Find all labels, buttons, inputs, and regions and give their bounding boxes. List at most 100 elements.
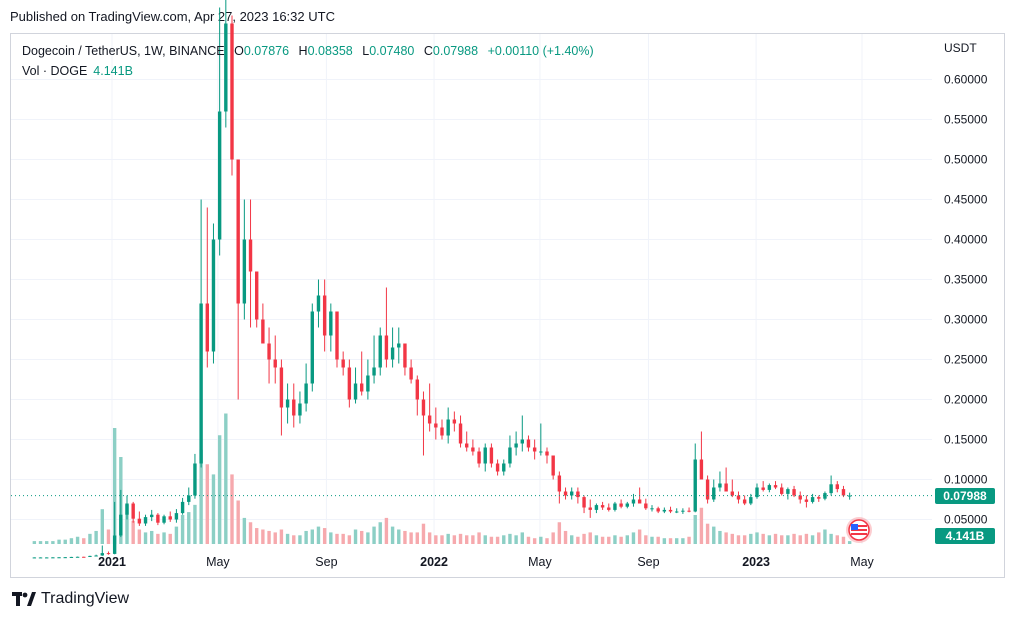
candle-body — [761, 487, 765, 490]
volume-bar — [353, 529, 358, 544]
candle-body — [316, 295, 321, 312]
candles — [32, 0, 852, 559]
x-tick-label: 2021 — [98, 555, 126, 569]
candle-body — [335, 311, 339, 360]
legend-symbol: Dogecoin / TetherUS, 1W, BINANCE — [22, 44, 225, 58]
grid-lines — [11, 34, 932, 544]
volume-bar — [625, 535, 629, 544]
candle-body — [329, 311, 333, 336]
volume-bar — [829, 533, 833, 544]
candle-body — [255, 271, 259, 320]
volume-bar — [310, 529, 314, 544]
us-flag-event-icon[interactable] — [845, 516, 873, 544]
candle-body — [483, 447, 487, 464]
candle-body — [600, 505, 605, 508]
candle-body — [69, 556, 74, 558]
candle-body — [378, 335, 382, 368]
candle-body — [205, 303, 209, 352]
volume-bar — [137, 529, 142, 544]
candle-body — [409, 367, 413, 380]
candle-body — [810, 497, 815, 502]
volume-bar — [798, 535, 802, 544]
volume-bar — [255, 528, 259, 544]
x-tick-label: May — [206, 555, 230, 569]
candle-body — [668, 509, 673, 512]
volume-bar — [125, 504, 129, 544]
volume-bar — [322, 528, 327, 544]
candle-body — [150, 514, 154, 518]
volume-bar — [520, 532, 524, 544]
candle-body — [755, 487, 759, 498]
volume-bar — [143, 532, 148, 544]
volume-bar — [69, 538, 74, 544]
volume-bar — [749, 533, 753, 544]
candle-body — [51, 557, 55, 559]
volume-bar — [82, 538, 86, 544]
candle-body — [452, 419, 457, 424]
volume-bar — [273, 532, 277, 544]
legend-open-value: 0.07876 — [243, 44, 290, 58]
volume-bar — [224, 413, 228, 544]
candle-body — [551, 455, 555, 476]
candle-body — [631, 499, 636, 504]
volume-bar — [502, 535, 506, 544]
y-tick-label: 0.60000 — [944, 73, 988, 87]
volume-bar — [773, 533, 778, 544]
volume-bar — [841, 536, 846, 544]
y-tick-label: 0.55000 — [944, 113, 988, 127]
volume-bar — [360, 530, 364, 544]
candle-body — [180, 501, 185, 514]
candle-body — [168, 516, 172, 520]
volume-bar — [780, 535, 784, 544]
candle-body — [131, 503, 135, 519]
candle-body — [841, 489, 846, 496]
volume-bar — [588, 532, 592, 544]
volume-bar — [792, 533, 796, 544]
volume-bar — [508, 533, 512, 544]
y-tick-label: 0.40000 — [944, 233, 988, 247]
candle-body — [119, 514, 123, 536]
volume-bar — [465, 535, 469, 544]
volume-bar — [495, 536, 500, 544]
candle-body — [465, 443, 469, 448]
candle-body — [211, 239, 216, 352]
volume-bar — [217, 435, 222, 544]
candle-body — [322, 295, 327, 336]
candle-body — [446, 419, 450, 436]
volume-bar — [174, 526, 179, 544]
candle-body — [310, 311, 314, 384]
candle-body — [539, 451, 543, 453]
candle-body — [397, 343, 401, 348]
volume-bar — [631, 532, 636, 544]
tradingview-brand[interactable]: TradingView — [12, 590, 129, 608]
volume-bar — [514, 535, 518, 544]
candle-body — [32, 557, 37, 559]
candle-body — [749, 497, 753, 504]
time-axis: 2021 May Sep 2022 May Sep 2023 May — [98, 555, 874, 569]
x-tick-label: 2022 — [420, 555, 448, 569]
volume-bar — [279, 529, 284, 544]
volume-bar — [329, 532, 333, 544]
volume-bar — [248, 522, 253, 544]
volume-bar — [205, 464, 209, 544]
volume-bar — [45, 541, 49, 544]
candle-body — [495, 463, 500, 472]
last-price-badge: 0.07988 — [935, 487, 995, 504]
volume-bar — [761, 533, 765, 544]
volume-bar — [699, 507, 704, 544]
volume-bar — [613, 535, 617, 544]
volume-bar — [452, 535, 457, 544]
candle-body — [471, 447, 475, 452]
candle-body — [384, 335, 389, 360]
legend-low-label: L — [362, 44, 370, 58]
candle-body — [38, 557, 43, 559]
x-tick-label: Sep — [315, 555, 337, 569]
legend-low-value: 0.07480 — [369, 44, 415, 58]
volume-bar — [736, 535, 741, 544]
volume-bar — [32, 541, 37, 544]
y-tick-label: 0.30000 — [944, 313, 988, 327]
volume-bars — [32, 413, 852, 544]
candle-body — [724, 483, 728, 492]
volume-bar — [415, 532, 419, 544]
